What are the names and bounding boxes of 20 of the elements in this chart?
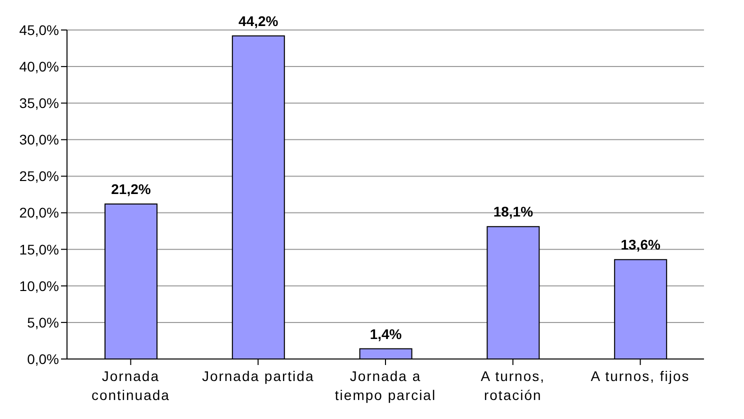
y-tick-label: 40,0%	[19, 58, 59, 75]
y-tick-label: 10,0%	[19, 278, 59, 294]
data-label: 1,4%	[370, 326, 402, 342]
x-tick-label: Jornada continuada	[91, 368, 170, 403]
y-tick-label: 30,0%	[19, 132, 59, 148]
y-tick-label: 35,0%	[19, 95, 59, 112]
x-tick-label: A turnos, rotación	[480, 368, 546, 403]
y-tick-label: 0,0%	[27, 350, 59, 367]
y-tick-label: 5,0%	[27, 314, 59, 330]
y-tick-label: 45,0%	[19, 22, 59, 38]
data-label: 44,2%	[238, 12, 279, 29]
y-tick-label: 25,0%	[19, 168, 59, 184]
data-label: 21,2%	[111, 181, 152, 198]
x-tick-label: Jornada a tiempo parcial	[334, 368, 436, 403]
x-tick-label: A turnos, fijos	[590, 368, 690, 384]
y-tick-label: 20,0%	[19, 204, 59, 221]
y-tick-label: 15,0%	[19, 241, 59, 258]
x-tick-label: Jornada partida	[202, 368, 314, 384]
data-label: 18,1%	[493, 204, 534, 220]
data-label: 13,6%	[620, 236, 661, 253]
